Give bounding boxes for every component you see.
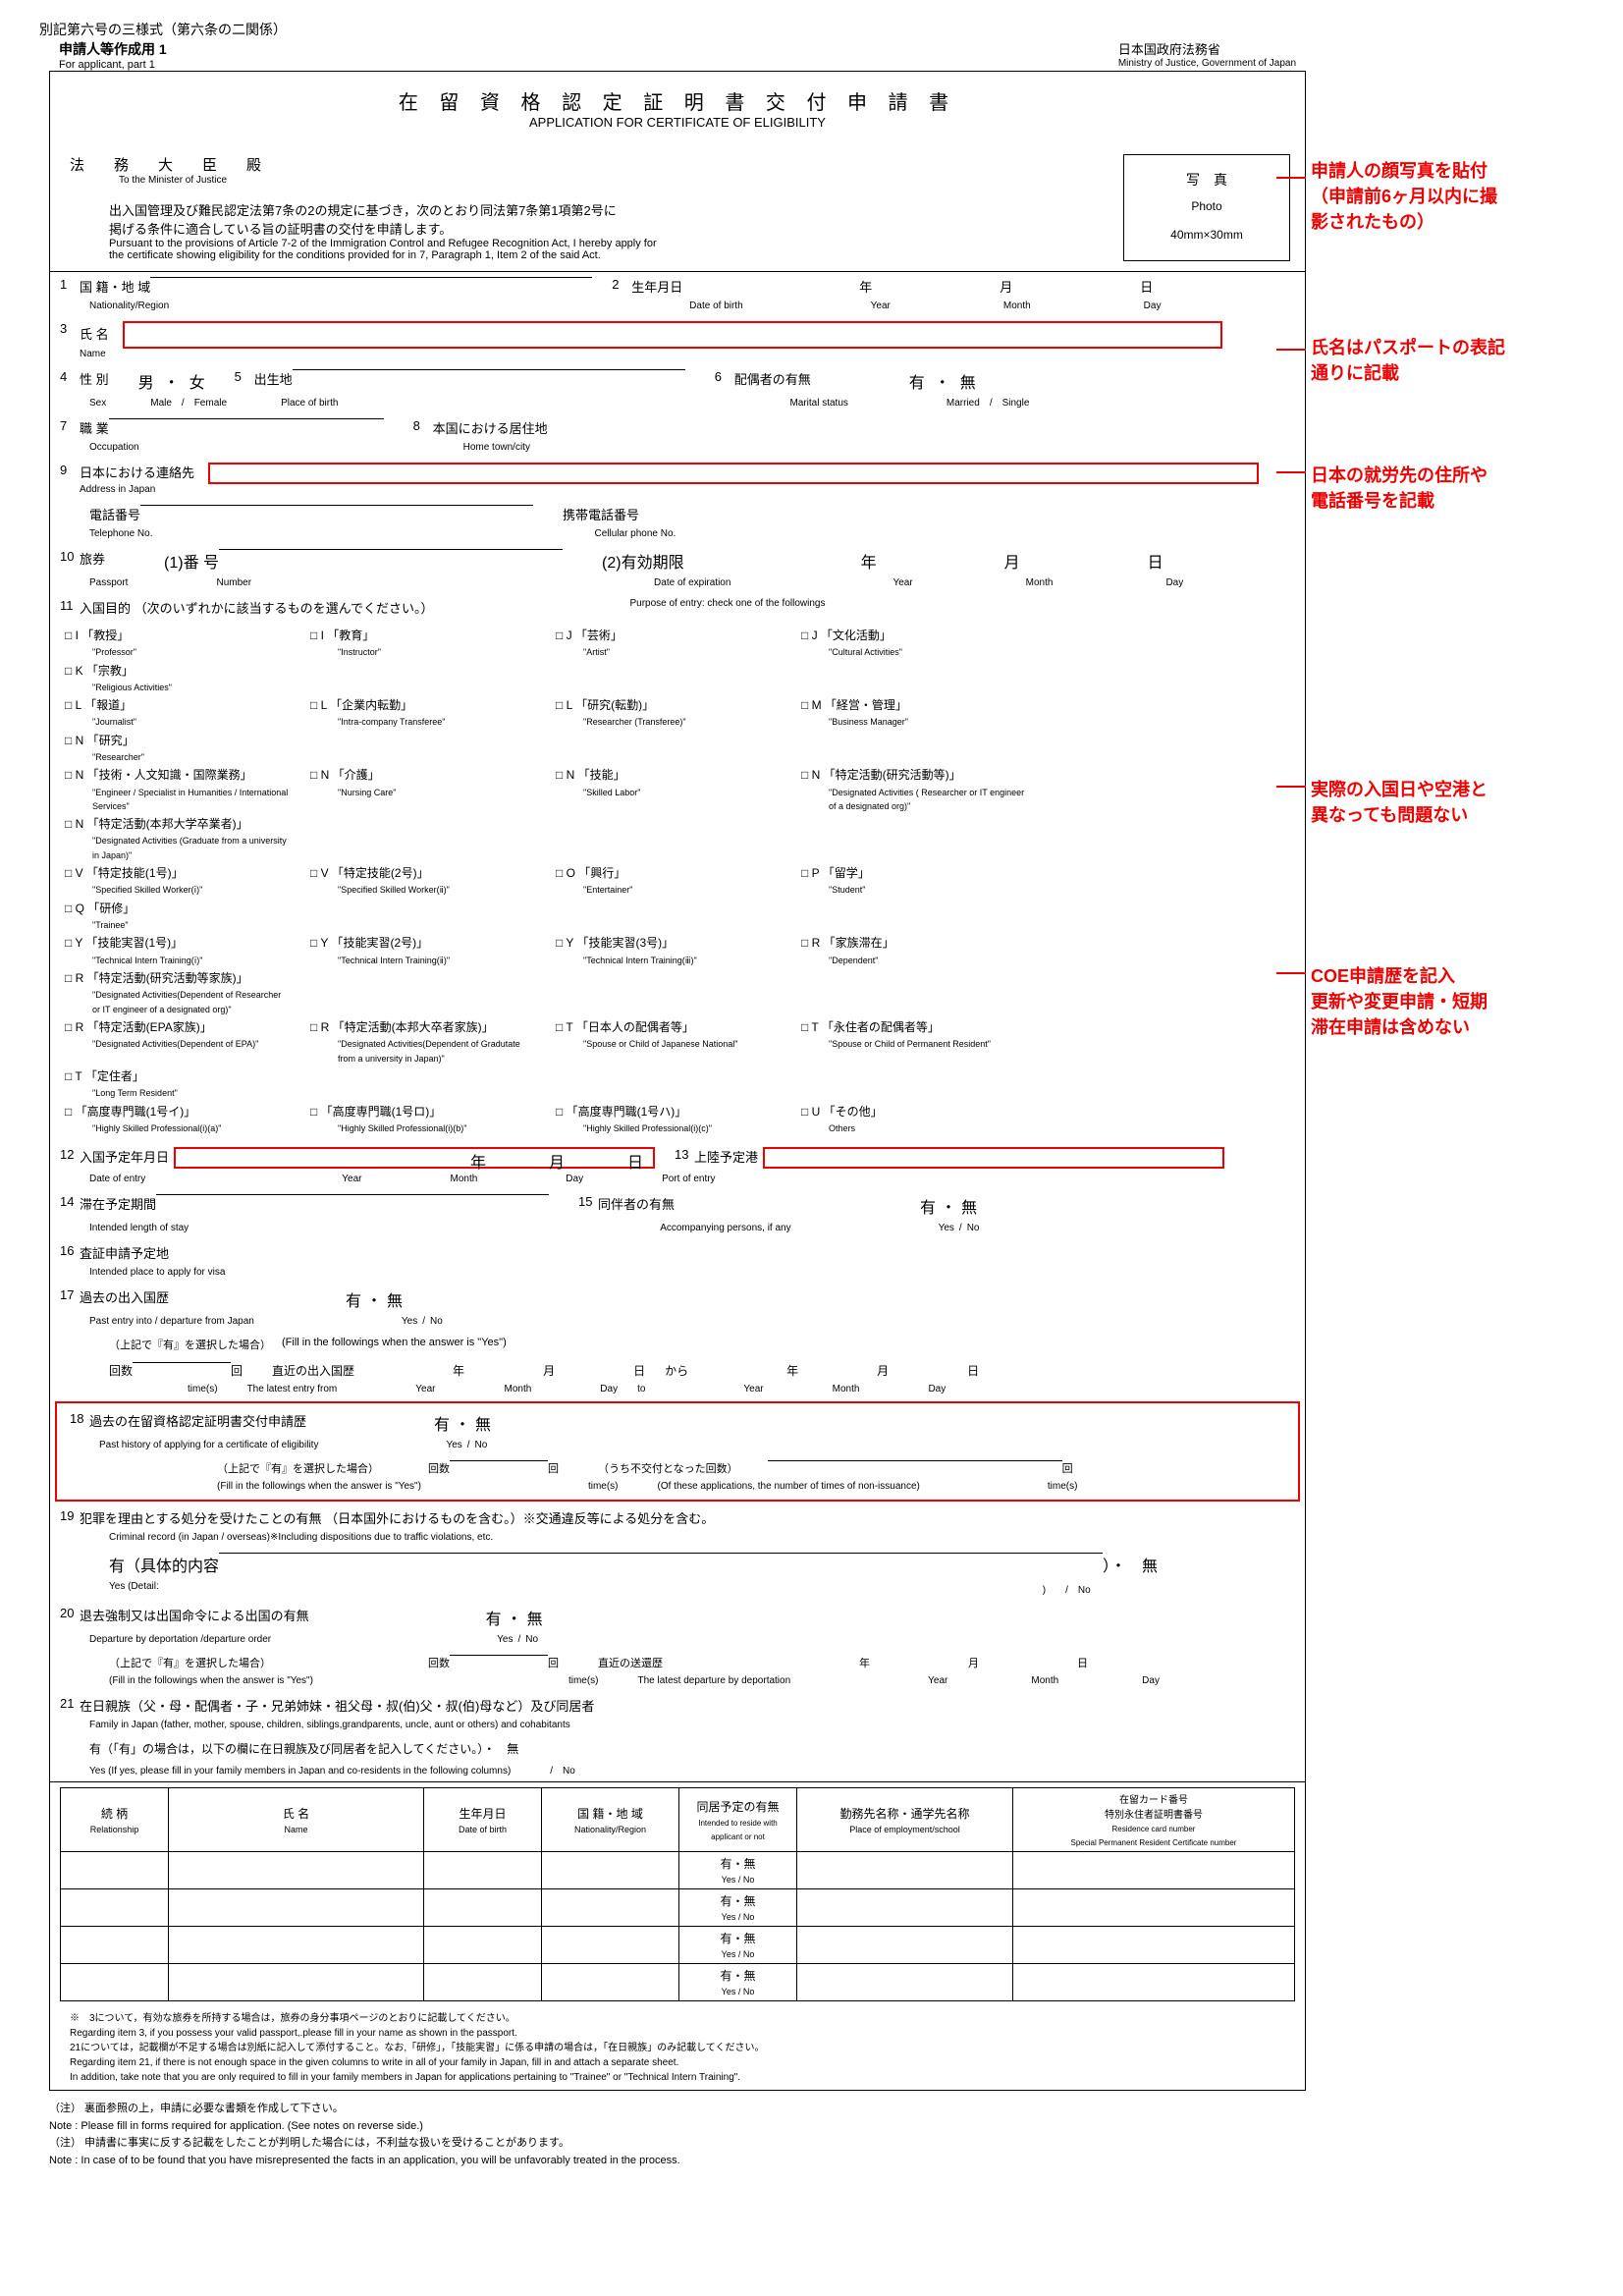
purpose-checkbox[interactable]: □ Y 「技能実習(1号)」 "Technical Intern Trainin… xyxy=(65,934,291,967)
purposes-list: □ I 「教授」 "Professor" □ I 「教育」 "Instructo… xyxy=(50,622,1305,1142)
f14-label: 滞在予定期間 xyxy=(80,1194,156,1213)
ministry-en: Ministry of Justice, Government of Japan xyxy=(1118,58,1296,69)
f16-label: 査証申請予定地 xyxy=(80,1243,169,1262)
purpose-checkbox[interactable]: □ J 「芸術」 "Artist" xyxy=(556,627,782,660)
footnote: In addition, take note that you are only… xyxy=(70,2070,1285,2085)
f2-label: 生年月日 xyxy=(631,277,682,296)
purpose-checkbox[interactable]: □ N 「介護」 "Nursing Care" xyxy=(310,766,536,813)
purpose-checkbox[interactable]: □ P 「留学」 "Student" xyxy=(801,864,1027,898)
applicant-part-en: For applicant, part 1 xyxy=(59,59,167,71)
table-row[interactable]: 有・無Yes / No xyxy=(61,1927,1295,1964)
intro-jp2: 掲げる条件に適合している旨の証明書の交付を申請します。 xyxy=(109,219,1089,238)
addressee-jp: 法 務 大 臣 殿 xyxy=(70,154,1089,175)
coe-history-box[interactable]: 18 過去の在留資格認定証明書交付申請歴 有・無 Past history of… xyxy=(55,1401,1300,1502)
annotation-coe: COE申請歴を記入 更新や変更申請・短期 滞在申請は含めない xyxy=(1311,962,1488,1039)
purpose-checkbox[interactable]: □ V 「特定技能(1号)」 "Specified Skilled Worker… xyxy=(65,864,291,898)
footnote: Regarding item 21, if there is not enoug… xyxy=(70,2055,1285,2070)
purpose-checkbox[interactable]: □ L 「企業内転勤」 "Intra-company Transferee" xyxy=(310,696,536,730)
purpose-checkbox[interactable]: □ Y 「技能実習(3号)」 "Technical Intern Trainin… xyxy=(556,934,782,967)
purpose-checkbox[interactable]: □ V 「特定技能(2号)」 "Specified Skilled Worker… xyxy=(310,864,536,898)
purpose-checkbox[interactable]: □ R 「特定活動(本邦大卒者家族)」 "Designated Activiti… xyxy=(310,1018,536,1066)
purpose-checkbox[interactable]: □ U 「その他」 Others xyxy=(801,1103,1027,1136)
family-table: 続 柄Relationship 氏 名Name 生年月日Date of birt… xyxy=(60,1787,1295,2001)
f6-label: 配偶者の有無 xyxy=(734,369,811,388)
purpose-checkbox[interactable]: □ 「高度専門職(1号ハ)」 "Highly Skilled Professio… xyxy=(556,1103,782,1136)
purpose-checkbox[interactable]: □ K 「宗教」 "Religious Activities" xyxy=(65,662,291,695)
purpose-checkbox[interactable]: □ 「高度専門職(1号ロ)」 "Highly Skilled Professio… xyxy=(310,1103,536,1136)
annotation-name: 氏名はパスポートの表記 通りに記載 xyxy=(1311,334,1505,385)
cell-label: 携帯電話番号 xyxy=(563,505,639,523)
f17-label: 過去の出入国歴 xyxy=(80,1287,169,1306)
title-jp: 在 留 資 格 認 定 証 明 書 交 付 申 請 書 xyxy=(50,86,1305,115)
table-row[interactable]: 有・無Yes / No xyxy=(61,1852,1295,1889)
purpose-checkbox[interactable]: □ T 「永住者の配偶者等」 "Spouse or Child of Perma… xyxy=(801,1018,1027,1066)
purpose-checkbox[interactable]: □ Y 「技能実習(2号)」 "Technical Intern Trainin… xyxy=(310,934,536,967)
f8-label: 本国における居住地 xyxy=(433,418,548,437)
photo-box: 写 真 Photo 40mm×30mm xyxy=(1123,154,1290,261)
footnote: ※ 3について，有効な旅券を所持する場合は，旅券の身分事項ページのとおりに記載し… xyxy=(70,2011,1285,2026)
footnote: 21については，記載欄が不足する場合は別紙に記入して添付すること。なお,「研修」… xyxy=(70,2041,1285,2055)
purpose-checkbox[interactable]: □ T 「定住者」 "Long Term Resident" xyxy=(65,1067,291,1101)
purpose-checkbox[interactable]: □ M 「経営・管理」 "Business Manager" xyxy=(801,696,1027,730)
intro-en2: the certificate showing eligibility for … xyxy=(109,249,1089,261)
purpose-checkbox[interactable]: □ R 「特定活動(EPA家族)」 "Designated Activities… xyxy=(65,1018,291,1066)
purpose-checkbox[interactable]: □ Q 「研修」 "Trainee" xyxy=(65,900,291,933)
purpose-checkbox[interactable]: □ I 「教育」 "Instructor" xyxy=(310,627,536,660)
purpose-checkbox[interactable]: □ J 「文化活動」 "Cultural Activities" xyxy=(801,627,1027,660)
f5-label: 出生地 xyxy=(254,369,293,388)
f7-label: 職 業 xyxy=(80,418,109,437)
address-input-box[interactable] xyxy=(208,463,1259,484)
purpose-checkbox[interactable]: □ L 「研究(転勤)」 "Researcher (Transferee)" xyxy=(556,696,782,730)
note: （注） 申請書に事実に反する記載をしたことが判明した場合には，不利益な扱いを受け… xyxy=(49,2135,1623,2153)
annotation-entry: 実際の入国日や空港と 異なっても問題ない xyxy=(1311,776,1488,827)
intro-jp1: 出入国管理及び難民認定法第7条の2の規定に基づき，次のとおり同法第7条第1項第2… xyxy=(109,200,1089,219)
note: Note : In case of to be found that you h… xyxy=(49,2153,1623,2170)
f4-label: 性 別 xyxy=(80,369,109,388)
purpose-checkbox[interactable]: □ N 「技能」 "Skilled Labor" xyxy=(556,766,782,813)
f1-label: 国 籍・地 域 xyxy=(80,277,150,296)
purpose-checkbox[interactable]: □ 「高度専門職(1号イ)」 "Highly Skilled Professio… xyxy=(65,1103,291,1136)
purpose-checkbox[interactable]: □ I 「教授」 "Professor" xyxy=(65,627,291,660)
port-box[interactable] xyxy=(763,1147,1224,1169)
annotation-photo: 申請人の顔写真を貼付 （申請前6ヶ月以内に撮 影されたもの） xyxy=(1311,157,1497,234)
purpose-checkbox[interactable]: □ N 「技術・人文知識・国際業務」 "Engineer / Specialis… xyxy=(65,766,291,813)
note: （注） 裏面参照の上，申請に必要な書類を作成して下さい。 xyxy=(49,2101,1623,2118)
f12-label: 入国予定年月日 xyxy=(80,1147,169,1166)
f19-label: 犯罪を理由とする処分を受けたことの有無 （日本国外におけるものを含む。）※交通違… xyxy=(80,1508,714,1527)
tel-label: 電話番号 xyxy=(89,505,140,523)
applicant-part: 申請人等作成用 1 xyxy=(59,39,167,59)
purpose-checkbox[interactable]: □ O 「興行」 "Entertainer" xyxy=(556,864,782,898)
f11-label: 入国目的 （次のいずれかに該当するものを選んでください。） xyxy=(80,598,433,617)
f21-label: 在日親族（父・母・配偶者・子・兄弟姉妹・祖父母・叔(伯)父・叔(伯)母など）及び… xyxy=(80,1696,594,1715)
form-number: 別記第六号の三様式（第六条の二関係） xyxy=(39,20,1623,39)
purpose-checkbox[interactable]: □ N 「特定活動(研究活動等)」 "Designated Activities… xyxy=(801,766,1027,813)
f9-label: 日本における連絡先 xyxy=(80,465,194,480)
f20-label: 退去強制又は出国命令による出国の有無 xyxy=(80,1606,309,1624)
f10-label: 旅券 xyxy=(80,549,105,568)
title-en: APPLICATION FOR CERTIFICATE OF ELIGIBILI… xyxy=(50,115,1305,130)
f15-label: 同伴者の有無 xyxy=(598,1194,675,1213)
name-input-box[interactable] xyxy=(123,321,1222,349)
purpose-checkbox[interactable]: □ N 「特定活動(本邦大学卒業者)」 "Designated Activiti… xyxy=(65,815,291,862)
annotation-address: 日本の就労先の住所や 電話番号を記載 xyxy=(1311,462,1488,513)
intro-en1: Pursuant to the provisions of Article 7-… xyxy=(109,238,1089,249)
ministry-jp: 日本国政府法務省 xyxy=(1118,39,1296,58)
purpose-checkbox[interactable]: □ N 「研究」 "Researcher" xyxy=(65,732,291,765)
note: Note : Please fill in forms required for… xyxy=(49,2118,1623,2136)
purpose-checkbox[interactable]: □ T 「日本人の配偶者等」 "Spouse or Child of Japan… xyxy=(556,1018,782,1066)
f3-label: 氏 名 xyxy=(80,327,109,342)
table-row[interactable]: 有・無Yes / No xyxy=(61,1889,1295,1927)
addressee-en: To the Minister of Justice xyxy=(119,175,1089,186)
table-row[interactable]: 有・無Yes / No xyxy=(61,1964,1295,2001)
footnote: Regarding item 3, if you possess your va… xyxy=(70,2026,1285,2041)
purpose-checkbox[interactable]: □ L 「報道」 "Journalist" xyxy=(65,696,291,730)
purpose-checkbox[interactable]: □ R 「特定活動(研究活動等家族)」 "Designated Activiti… xyxy=(65,969,291,1016)
f13-label: 上陸予定港 xyxy=(694,1147,758,1166)
entry-date-box[interactable]: 年 月 日 xyxy=(174,1147,655,1169)
f18-label: 過去の在留資格認定証明書交付申請歴 xyxy=(89,1411,306,1430)
purpose-checkbox[interactable]: □ R 「家族滞在」 "Dependent" xyxy=(801,934,1027,967)
